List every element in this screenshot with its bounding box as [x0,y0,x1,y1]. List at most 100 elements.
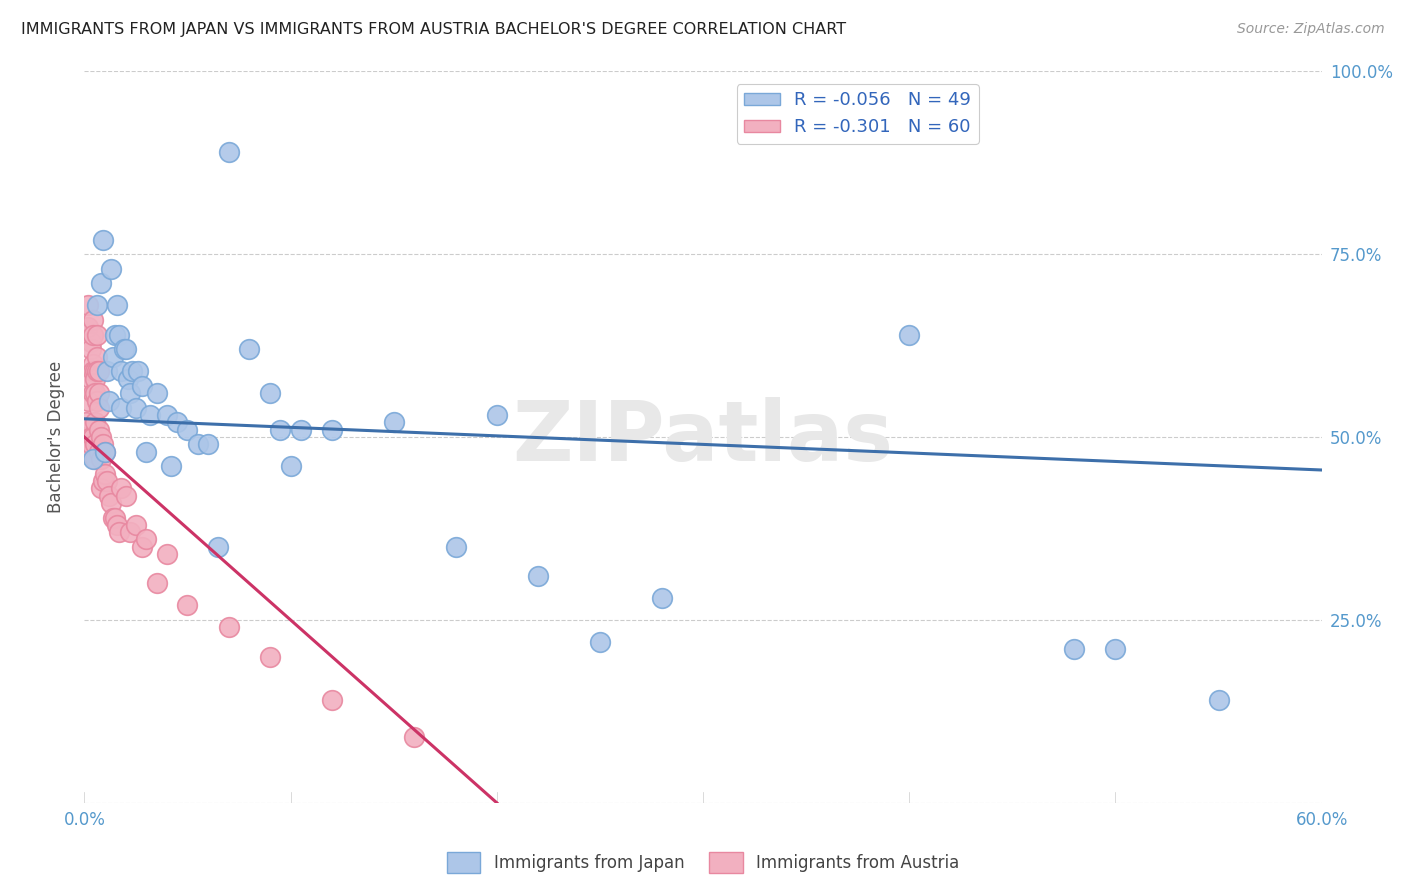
Point [96,364,118,378]
Point [82,364,104,378]
Point [125,517,148,532]
Point [82,313,104,327]
Point [145,386,167,401]
Point [82,386,104,401]
Point [160,459,183,474]
Point [87,423,110,437]
Point [77,320,100,334]
Point [100,496,122,510]
Point [105,298,128,312]
Point [104,327,127,342]
Point [118,525,141,540]
Point [94,467,117,481]
Point [121,364,143,378]
Point [176,423,198,437]
Point [90,277,112,291]
Point [131,540,153,554]
Point [98,489,121,503]
Point [98,393,121,408]
Point [110,401,132,415]
Point [86,364,108,378]
Point [139,408,162,422]
Point [321,693,343,707]
Point [87,386,110,401]
Point [82,430,104,444]
Point [156,547,179,561]
Point [156,408,179,422]
Point [166,416,188,430]
Y-axis label: Bachelor's Degree: Bachelor's Degree [46,361,65,513]
Point [103,350,125,364]
Point [79,371,101,385]
Point [110,364,132,378]
Point [79,437,101,451]
Point [112,343,135,357]
Point [197,437,219,451]
Point [82,327,104,342]
Point [100,261,122,276]
Point [589,635,612,649]
Point [103,510,125,524]
Point [125,401,148,415]
Point [485,408,508,422]
Point [527,569,550,583]
Point [1208,693,1230,707]
Point [118,386,141,401]
Point [176,599,198,613]
Point [83,364,105,378]
Point [79,430,101,444]
Point [187,437,209,451]
Point [259,649,281,664]
Text: IMMIGRANTS FROM JAPAN VS IMMIGRANTS FROM AUSTRIA BACHELOR'S DEGREE CORRELATION C: IMMIGRANTS FROM JAPAN VS IMMIGRANTS FROM… [21,22,846,37]
Point [75,444,97,458]
Point [83,452,105,467]
Point [83,386,105,401]
Point [82,452,104,467]
Point [86,298,108,312]
Point [86,350,108,364]
Point [79,343,101,357]
Point [117,371,139,385]
Text: Source: ZipAtlas.com: Source: ZipAtlas.com [1237,22,1385,37]
Legend: R = -0.056   N = 49, R = -0.301   N = 60: R = -0.056 N = 49, R = -0.301 N = 60 [737,84,979,144]
Point [259,386,281,401]
Point [110,481,132,495]
Point [87,364,110,378]
Point [86,327,108,342]
Point [83,371,105,385]
Point [105,517,128,532]
Point [651,591,673,605]
Point [91,474,114,488]
Point [86,393,108,408]
Point [91,233,114,247]
Point [94,444,117,458]
Point [75,430,97,444]
Point [90,452,112,467]
Point [83,437,105,451]
Point [269,423,291,437]
Point [145,576,167,591]
Point [75,416,97,430]
Point [131,379,153,393]
Point [898,327,921,342]
Point [290,423,312,437]
Point [218,145,240,159]
Point [79,334,101,349]
Point [90,481,112,495]
Legend: Immigrants from Japan, Immigrants from Austria: Immigrants from Japan, Immigrants from A… [440,846,966,880]
Point [96,474,118,488]
Point [91,437,114,451]
Point [382,416,405,430]
Point [108,525,131,540]
Point [135,533,157,547]
Point [77,393,100,408]
Point [87,444,110,458]
Point [77,444,100,458]
Point [127,364,149,378]
Point [83,416,105,430]
Point [218,620,240,634]
Point [207,540,229,554]
Point [114,489,136,503]
Point [114,343,136,357]
Point [321,423,343,437]
